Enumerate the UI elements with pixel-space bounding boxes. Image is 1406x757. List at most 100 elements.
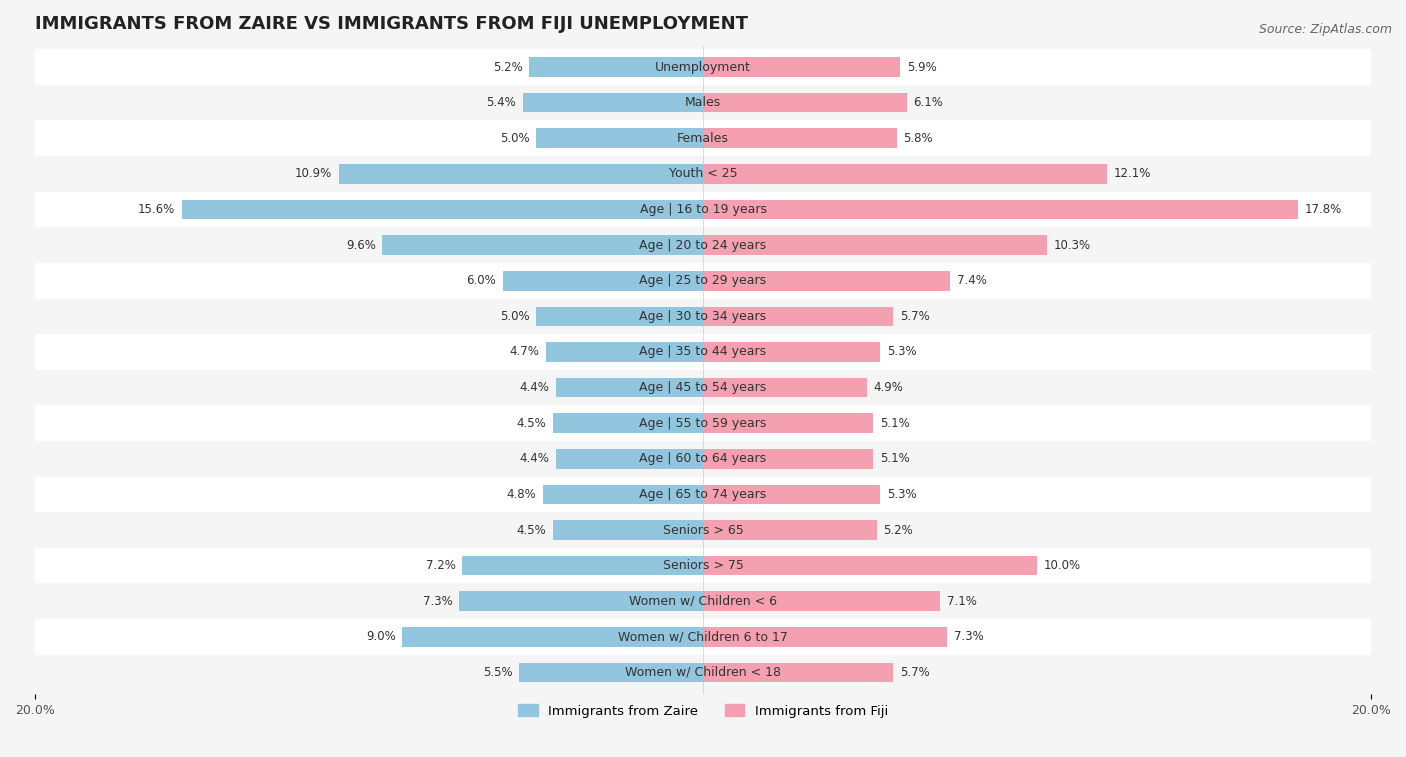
Bar (555, 449, 703, 469)
Text: Females: Females (678, 132, 728, 145)
Bar (35, 192, 1371, 227)
Text: 15.6%: 15.6% (138, 203, 176, 216)
Bar (35, 548, 1371, 584)
Bar (339, 164, 703, 184)
Bar (35, 655, 1371, 690)
Bar (553, 413, 703, 433)
Text: 5.8%: 5.8% (904, 132, 934, 145)
Text: 7.3%: 7.3% (423, 595, 453, 608)
Text: 7.1%: 7.1% (946, 595, 977, 608)
Bar (523, 93, 703, 113)
Text: 5.7%: 5.7% (900, 666, 929, 679)
Text: Youth < 25: Youth < 25 (669, 167, 737, 180)
Text: 5.5%: 5.5% (484, 666, 513, 679)
Legend: Immigrants from Zaire, Immigrants from Fiji: Immigrants from Zaire, Immigrants from F… (513, 699, 893, 723)
Bar (519, 662, 703, 682)
Text: 4.4%: 4.4% (519, 452, 550, 466)
Text: 5.4%: 5.4% (486, 96, 516, 109)
Bar (703, 520, 877, 540)
Bar (35, 85, 1371, 120)
Bar (181, 200, 703, 220)
Text: 5.3%: 5.3% (887, 488, 917, 501)
Text: Age | 55 to 59 years: Age | 55 to 59 years (640, 416, 766, 430)
Text: Age | 35 to 44 years: Age | 35 to 44 years (640, 345, 766, 359)
Text: Age | 25 to 29 years: Age | 25 to 29 years (640, 274, 766, 287)
Bar (703, 307, 893, 326)
Text: 4.9%: 4.9% (873, 381, 903, 394)
Bar (703, 556, 1038, 575)
Bar (35, 263, 1371, 298)
Bar (382, 235, 703, 255)
Text: IMMIGRANTS FROM ZAIRE VS IMMIGRANTS FROM FIJI UNEMPLOYMENT: IMMIGRANTS FROM ZAIRE VS IMMIGRANTS FROM… (35, 15, 748, 33)
Bar (703, 591, 941, 611)
Bar (703, 58, 900, 76)
Text: Age | 16 to 19 years: Age | 16 to 19 years (640, 203, 766, 216)
Bar (529, 58, 703, 76)
Text: 7.4%: 7.4% (957, 274, 987, 287)
Bar (703, 271, 950, 291)
Bar (35, 227, 1371, 263)
Bar (35, 156, 1371, 192)
Text: 10.9%: 10.9% (295, 167, 332, 180)
Bar (546, 342, 703, 362)
Bar (35, 298, 1371, 334)
Text: Age | 60 to 64 years: Age | 60 to 64 years (640, 452, 766, 466)
Bar (463, 556, 703, 575)
Text: Source: ZipAtlas.com: Source: ZipAtlas.com (1258, 23, 1392, 36)
Text: 10.0%: 10.0% (1043, 559, 1081, 572)
Text: Women w/ Children < 6: Women w/ Children < 6 (628, 595, 778, 608)
Bar (35, 584, 1371, 619)
Bar (35, 405, 1371, 441)
Bar (35, 369, 1371, 405)
Text: 5.3%: 5.3% (887, 345, 917, 359)
Text: 6.1%: 6.1% (914, 96, 943, 109)
Text: 9.0%: 9.0% (366, 631, 395, 643)
Bar (460, 591, 703, 611)
Bar (35, 49, 1371, 85)
Text: 4.4%: 4.4% (519, 381, 550, 394)
Bar (35, 441, 1371, 477)
Bar (703, 342, 880, 362)
Text: 9.6%: 9.6% (346, 238, 375, 251)
Text: 5.0%: 5.0% (499, 310, 529, 322)
Text: 10.3%: 10.3% (1053, 238, 1091, 251)
Bar (703, 164, 1107, 184)
Text: Age | 20 to 24 years: Age | 20 to 24 years (640, 238, 766, 251)
Text: 4.5%: 4.5% (516, 524, 546, 537)
Text: 12.1%: 12.1% (1114, 167, 1152, 180)
Text: Age | 45 to 54 years: Age | 45 to 54 years (640, 381, 766, 394)
Bar (703, 449, 873, 469)
Text: 4.7%: 4.7% (509, 345, 540, 359)
Text: 5.2%: 5.2% (883, 524, 912, 537)
Text: Seniors > 75: Seniors > 75 (662, 559, 744, 572)
Bar (502, 271, 703, 291)
Bar (35, 334, 1371, 369)
Bar (703, 662, 893, 682)
Text: 5.1%: 5.1% (880, 452, 910, 466)
Text: Women w/ Children 6 to 17: Women w/ Children 6 to 17 (619, 631, 787, 643)
Bar (703, 200, 1298, 220)
Bar (703, 93, 907, 113)
Bar (703, 378, 866, 397)
Text: 5.7%: 5.7% (900, 310, 929, 322)
Text: 5.2%: 5.2% (494, 61, 523, 73)
Text: 17.8%: 17.8% (1305, 203, 1341, 216)
Bar (35, 477, 1371, 512)
Bar (703, 235, 1047, 255)
Bar (553, 520, 703, 540)
Bar (703, 129, 897, 148)
Bar (703, 413, 873, 433)
Text: 4.5%: 4.5% (516, 416, 546, 430)
Text: Age | 65 to 74 years: Age | 65 to 74 years (640, 488, 766, 501)
Bar (543, 484, 703, 504)
Bar (536, 307, 703, 326)
Bar (35, 619, 1371, 655)
Text: 7.2%: 7.2% (426, 559, 456, 572)
Text: Age | 30 to 34 years: Age | 30 to 34 years (640, 310, 766, 322)
Text: 5.0%: 5.0% (499, 132, 529, 145)
Text: 7.3%: 7.3% (953, 631, 983, 643)
Text: 5.1%: 5.1% (880, 416, 910, 430)
Text: Males: Males (685, 96, 721, 109)
Bar (402, 627, 703, 646)
Bar (703, 484, 880, 504)
